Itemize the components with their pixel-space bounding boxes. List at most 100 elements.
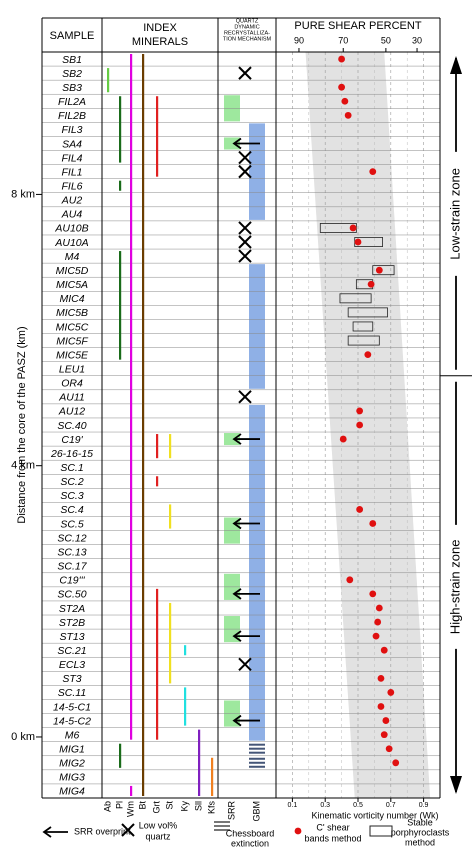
shear-band-point <box>369 590 377 598</box>
mechanism-range <box>249 123 265 220</box>
shear-band-point <box>341 97 349 105</box>
header-mechanism: RECRYSTALLIZA- <box>224 30 270 36</box>
sample-label: C19' <box>61 434 83 446</box>
legend-label: C' shear <box>316 822 349 832</box>
x-tick-label: 0.9 <box>419 802 429 809</box>
legend-label: quartz <box>145 831 171 841</box>
sample-label: SC.5 <box>60 518 84 530</box>
sample-label: AU2 <box>61 195 83 207</box>
sample-label: MIG2 <box>59 758 85 770</box>
sample-label: C19''' <box>59 575 85 587</box>
shear-band-point <box>382 717 390 724</box>
header-sample: SAMPLE <box>50 30 95 42</box>
mineral-range <box>169 504 172 529</box>
mineral-range <box>184 687 187 726</box>
header-minerals: MINERALS <box>132 36 188 48</box>
sample-label: SC.17 <box>57 561 87 573</box>
top-tick-label: 30 <box>412 35 422 45</box>
legend-label: SRR overprint <box>74 826 131 836</box>
low-quartz-mark <box>238 249 252 263</box>
mineral-range <box>156 476 159 487</box>
sample-label: SC.12 <box>57 532 86 544</box>
sample-label: SC.4 <box>60 504 84 516</box>
low-quartz-mark <box>238 66 252 80</box>
srr-overprint-arrow <box>232 588 242 600</box>
shear-band-point <box>339 435 347 443</box>
mineral-range <box>156 434 159 459</box>
zone-label: Low-strain zone <box>447 168 462 260</box>
sample-label: MIC5E <box>56 349 89 361</box>
mechanism-range <box>249 264 265 389</box>
shear-band-point <box>374 618 382 626</box>
sample-label: M4 <box>65 251 80 263</box>
mineral-label: Ab <box>102 801 112 812</box>
shear-band-point <box>356 506 364 513</box>
legend-label: Chessboard <box>226 828 275 838</box>
y-tick-label: 8 km <box>11 188 35 200</box>
legend-box <box>369 825 393 837</box>
header-mechanism: QUARTZ <box>236 18 259 24</box>
sample-label: ST13 <box>59 631 84 643</box>
x-tick-label: 0.7 <box>386 802 396 809</box>
sample-label: MIG1 <box>59 744 85 756</box>
sample-label: MIC5B <box>56 307 88 319</box>
legend-label: method <box>405 837 435 847</box>
sample-label: ST2A <box>59 603 85 615</box>
top-tick-label: 90 <box>294 35 304 45</box>
x-tick-label: 0.5 <box>353 802 363 809</box>
mineral-range <box>119 251 122 360</box>
sample-label: AU4 <box>61 209 83 221</box>
legend-label: bands method <box>304 833 361 843</box>
sample-label: SC.21 <box>57 645 86 657</box>
mechanism-label: GBM <box>251 801 261 822</box>
sample-label: SB1 <box>62 54 82 66</box>
sample-label: MIG3 <box>59 772 85 784</box>
low-quartz-mark <box>238 657 252 671</box>
mineral-range <box>169 434 172 459</box>
mineral-label: Pl <box>114 801 124 809</box>
sample-label: AU10A <box>54 237 88 249</box>
legend-label: extinction <box>231 838 269 848</box>
mineral-range <box>130 54 133 740</box>
mineral-label: Wm <box>125 801 135 817</box>
sample-label: MIC4 <box>59 293 84 305</box>
mineral-range <box>184 645 187 656</box>
sample-label: FIL6 <box>61 180 82 192</box>
sample-label: SC.1 <box>60 462 83 474</box>
mineral-range <box>211 757 214 796</box>
shear-band-point <box>375 266 383 274</box>
legend-arrow <box>42 826 52 838</box>
sample-label: LEU1 <box>59 363 85 375</box>
sample-label: AU11 <box>58 392 85 404</box>
shear-band-point <box>369 520 377 527</box>
shear-band-point <box>392 759 400 767</box>
x-axis-title: Kinematic vorticity number (Wk) <box>311 810 438 820</box>
sample-label: SB2 <box>62 68 82 80</box>
sample-label: SB3 <box>62 82 82 94</box>
porphyroclast-range <box>347 335 380 346</box>
zone-arrowhead <box>450 56 462 74</box>
sample-label: SC.50 <box>57 589 86 601</box>
x-tick-label: 0.1 <box>288 802 298 809</box>
mechanism-range <box>224 433 240 446</box>
shear-band-point <box>349 224 357 232</box>
zone-label-bg <box>447 524 465 649</box>
top-tick-label: 50 <box>381 35 391 45</box>
shear-band-point <box>338 55 345 63</box>
sample-label: 14-5-C1 <box>53 701 91 713</box>
shear-band-point <box>385 745 393 753</box>
low-quartz-mark <box>238 221 252 235</box>
sample-label: 14-5-C2 <box>53 715 91 727</box>
shear-band-point <box>372 632 380 640</box>
sample-label: FIL1 <box>61 166 82 178</box>
srr-overprint-arrow <box>232 714 242 727</box>
sample-label: SC.2 <box>60 476 84 488</box>
legend-point <box>294 827 302 835</box>
porphyroclast-range <box>372 265 395 276</box>
sample-label: SC.13 <box>57 546 86 558</box>
mineral-label: Sll <box>193 801 203 811</box>
mineral-range <box>169 602 172 684</box>
srr-overprint-arrow <box>232 137 242 150</box>
mineral-range <box>156 96 159 177</box>
